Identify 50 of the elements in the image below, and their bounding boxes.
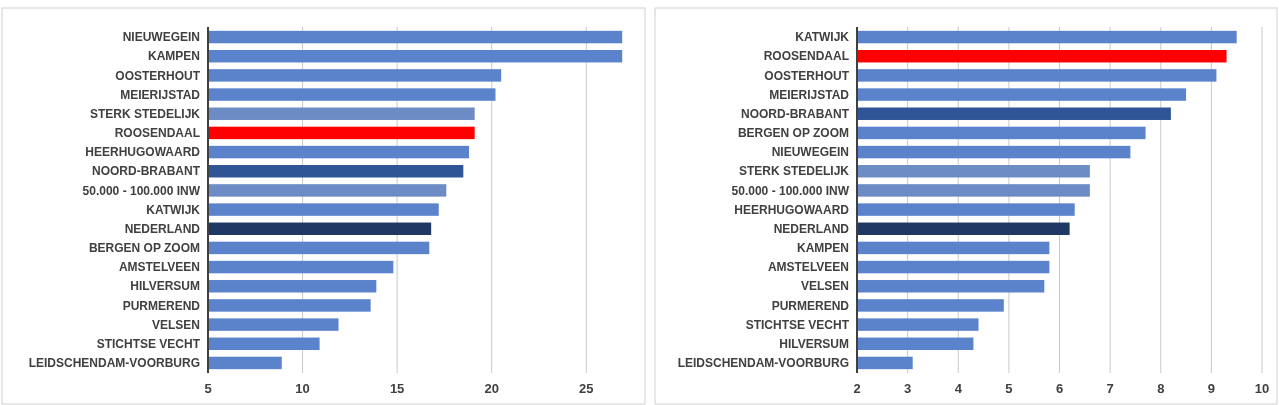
y-tick-label: PURMEREND [771, 298, 850, 313]
y-tick-label: STICHTSE VECHT [745, 317, 850, 332]
x-tick-label: 9 [1207, 381, 1215, 396]
y-tick-label: ROOSENDAAL [763, 49, 849, 64]
y-tick-label: HILVERSUM [130, 279, 200, 294]
x-tick-label: 2 [853, 381, 861, 396]
y-tick-label: VELSEN [800, 279, 849, 294]
x-tick-label: 3 [904, 381, 912, 396]
y-tick-label: NOORD-BRABANT [741, 106, 850, 121]
x-tick-label: 4 [954, 381, 963, 396]
x-tick-label: 15 [389, 381, 405, 396]
y-tick-label: MEIERIJSTAD [769, 87, 850, 102]
y-tick-label: LEIDSCHENDAM-VOORBURG [677, 356, 849, 371]
y-tick-label: BERGEN OP ZOOM [88, 241, 200, 256]
y-tick-label: NIEUWEGEIN [122, 30, 200, 45]
y-tick-label: KAMPEN [147, 49, 200, 64]
y-tick-label: HEERHUGOWAARD [85, 145, 201, 160]
y-tick-label: AMSTELVEEN [118, 260, 200, 275]
y-tick-label: OOSTERHOUT [764, 68, 850, 83]
x-tick-label: 20 [484, 381, 499, 396]
y-tick-label: HILVERSUM [779, 336, 849, 351]
x-tick-label: 25 [579, 381, 594, 396]
y-tick-label: KATWIJK [146, 202, 201, 217]
y-tick-label: STERK STEDELIJK [738, 164, 850, 179]
x-tick-label: 10 [295, 381, 310, 396]
y-tick-label: KATWIJK [795, 30, 850, 45]
x-tick-label: 5 [1005, 381, 1013, 396]
y-tick-label: AMSTELVEEN [767, 260, 849, 275]
y-tick-label: VELSEN [151, 317, 200, 332]
y-tick-label: NEDERLAND [124, 221, 201, 236]
x-tick-label: 8 [1157, 381, 1165, 396]
y-tick-label: BERGEN OP ZOOM [737, 126, 849, 141]
x-tick-label: 7 [1106, 381, 1114, 396]
y-tick-label: 50.000 - 100.000 INW [731, 183, 850, 198]
y-tick-label: NEDERLAND [773, 221, 850, 236]
x-tick-label: 10 [1254, 381, 1270, 396]
y-tick-label: STICHTSE VECHT [96, 336, 201, 351]
y-tick-label: 50.000 - 100.000 INW [82, 183, 201, 198]
x-tick-label: 6 [1055, 381, 1064, 396]
y-tick-label: ROOSENDAAL [114, 126, 200, 141]
y-tick-label: LEIDSCHENDAM-VOORBURG [28, 356, 200, 371]
y-tick-label: PURMEREND [122, 298, 201, 313]
y-tick-label: MEIERIJSTAD [120, 87, 201, 102]
x-tick-label: 5 [204, 381, 212, 396]
y-tick-label: OOSTERHOUT [115, 68, 201, 83]
y-tick-label: NOORD-BRABANT [92, 164, 201, 179]
y-tick-label: HEERHUGOWAARD [734, 202, 850, 217]
y-tick-label: KAMPEN [796, 241, 849, 256]
y-tick-label: STERK STEDELIJK [89, 106, 201, 121]
y-tick-label: NIEUWEGEIN [771, 145, 849, 160]
